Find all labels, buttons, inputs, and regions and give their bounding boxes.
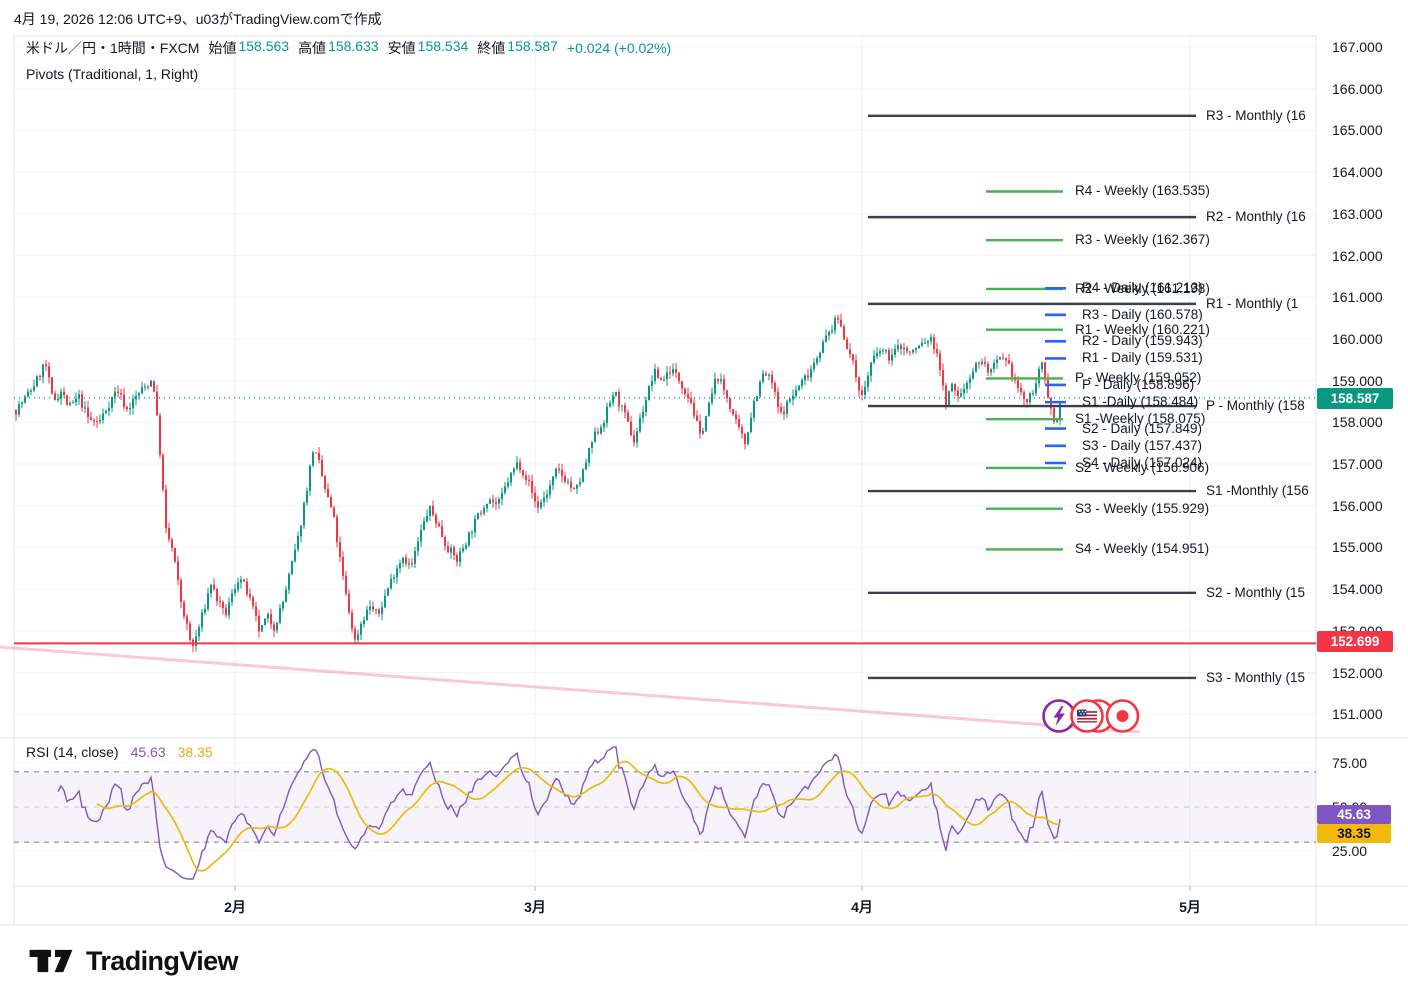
rsi-current-value: 45.63: [130, 744, 166, 760]
chart-legend: 米ドル／円・1時間・FXCM 始値 158.563 高値 158.633 安値 158…: [26, 38, 672, 84]
rsi-value-badge: 45.63: [1317, 805, 1391, 824]
tradingview-logo-text: TradingView: [86, 945, 239, 976]
high-label: 高値: [298, 40, 327, 56]
rsi-legend: RSI (14, close) 45.63 38.35: [26, 744, 213, 760]
lightning-event-icon[interactable]: [1042, 699, 1076, 733]
rsi-ma-value: 38.35: [177, 744, 213, 760]
last-price-badge: 158.587: [1317, 388, 1393, 409]
rsi-ma-badge: 38.35: [1317, 824, 1391, 843]
change-value: +0.024 (+0.02%): [566, 40, 672, 56]
low-label: 安値: [387, 40, 416, 56]
close-value: 158.587: [507, 38, 558, 54]
tradingview-logo-icon: [29, 949, 73, 973]
symbol-title: 米ドル／円・1時間・FXCM: [26, 40, 200, 56]
rsi-title: RSI (14, close): [26, 744, 119, 760]
creation-note: 4月 19, 2026 12:06 UTC+9、u03がTradingView.…: [14, 11, 382, 27]
high-value: 158.633: [328, 38, 379, 54]
open-value: 158.563: [238, 38, 290, 54]
alert-price-badge: 152.699: [1317, 631, 1393, 652]
open-label: 始値: [208, 40, 237, 56]
us-flag-event-icon[interactable]: [1070, 699, 1115, 733]
tradingview-logo[interactable]: TradingView: [28, 944, 239, 978]
event-markers[interactable]: [1040, 694, 1144, 743]
record-event-icon[interactable]: [1105, 699, 1140, 733]
low-value: 158.534: [417, 38, 469, 54]
indicator-title: Pivots (Traditional, 1, Right): [26, 66, 199, 82]
close-label: 終値: [477, 40, 506, 56]
